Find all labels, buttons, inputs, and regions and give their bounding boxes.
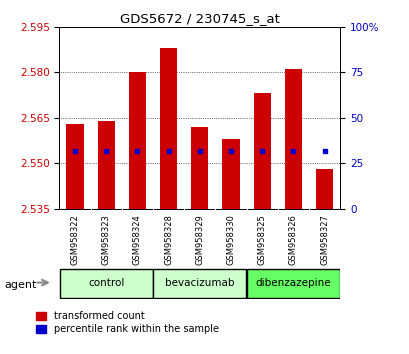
Text: GSM958328: GSM958328 <box>164 214 173 265</box>
Text: GSM958324: GSM958324 <box>133 214 142 264</box>
Text: bevacizumab: bevacizumab <box>165 278 234 287</box>
Text: agent: agent <box>4 280 36 290</box>
Text: GSM958323: GSM958323 <box>101 214 110 265</box>
Bar <box>191 127 208 209</box>
Bar <box>315 169 333 209</box>
Bar <box>284 69 301 209</box>
Bar <box>60 269 153 297</box>
Bar <box>222 139 239 209</box>
Bar <box>153 269 246 297</box>
Text: GSM958329: GSM958329 <box>195 214 204 264</box>
Text: GSM958330: GSM958330 <box>226 214 235 265</box>
Bar <box>97 121 115 209</box>
Text: GSM958327: GSM958327 <box>319 214 328 265</box>
Title: GDS5672 / 230745_s_at: GDS5672 / 230745_s_at <box>120 12 279 25</box>
Text: control: control <box>88 278 124 287</box>
Text: GSM958326: GSM958326 <box>288 214 297 265</box>
Bar <box>160 48 177 209</box>
Text: GSM958322: GSM958322 <box>70 214 79 264</box>
Bar <box>253 93 270 209</box>
Bar <box>66 124 83 209</box>
Text: GSM958325: GSM958325 <box>257 214 266 264</box>
Bar <box>128 72 146 209</box>
Legend: transformed count, percentile rank within the sample: transformed count, percentile rank withi… <box>36 311 218 335</box>
Text: dibenzazepine: dibenzazepine <box>255 278 330 287</box>
Bar <box>246 269 339 297</box>
